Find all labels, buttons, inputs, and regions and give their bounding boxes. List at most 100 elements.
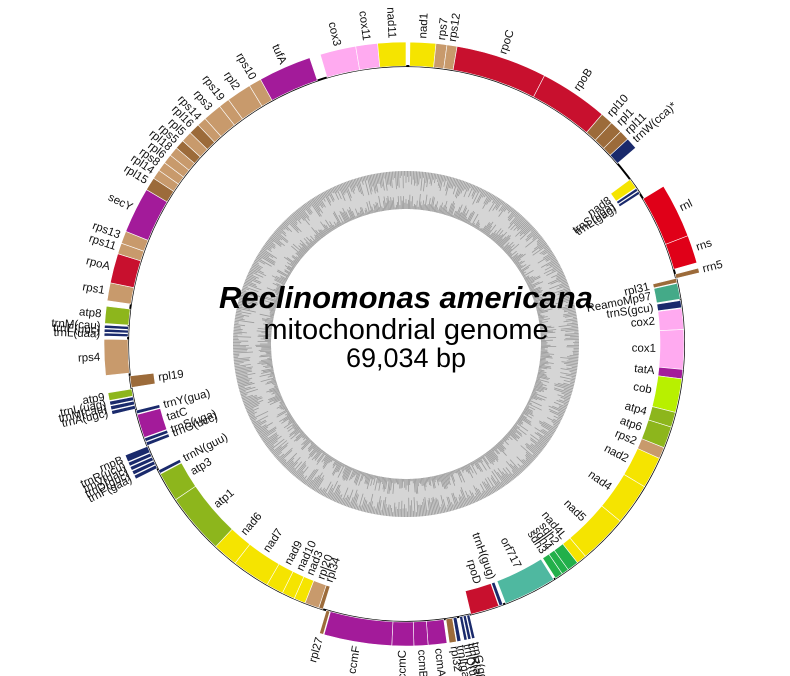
gene-label-nad7: nad7 [261,527,285,555]
gene-label-rps4: rps4 [78,352,101,365]
gene-block-sdh3 [542,553,563,579]
gene-block-rrn5 [674,267,700,279]
gene-block-cox11 [355,43,381,71]
gene-label-trnm-cau: trnM(cau) [51,318,101,333]
gene-block-trnv-uac [129,456,154,471]
gene-block-cox3 [319,45,360,78]
gene-label-nad5: nad5 [561,498,588,525]
gene-block-rpl27 [319,609,331,635]
gene-label-rps12: rps12 [447,12,463,42]
gene-label-rpl2: rpl2 [221,70,242,93]
gc-content-bars [232,170,580,518]
gene-block-atp9 [107,388,134,401]
gene-block-trnl-gag [617,190,641,208]
gene-label-nad4: nad4 [586,469,614,494]
gene-block-rpoc [452,46,545,98]
gene-label-nad6: nad6 [239,511,265,538]
gene-block-trnd-guc [131,460,156,476]
gene-label-trnl-uaa: trnL(uaa) [53,327,100,340]
gene-block-orf717 [496,558,555,604]
gene-block-trns-uga [144,429,169,442]
gene-label-rpl32: rpl32 [448,645,464,672]
gene-block-trnm-cau [110,400,136,411]
gene-label-rnl: rnl [678,198,695,214]
gene-label-cox11: cox11 [356,10,372,41]
gene-block-rns [665,235,698,270]
gene-block-nad11 [377,41,407,68]
gene-block-atp3 [159,462,196,501]
gene-block-nad8 [610,179,637,202]
gene-label-rpl31: rpl31 [623,281,651,299]
gene-block-ccmf [323,611,394,646]
gene-label-ccma: ccmA [432,648,447,676]
gene-block-ccma [426,619,448,646]
gene-label-secy: secY [106,192,135,214]
gene-label-cox1: cox1 [632,342,657,354]
gene-label-ccmf: ccmF [347,645,363,675]
gene-label-cox3: cox3 [326,21,343,47]
gene-label-ccmc: ccmC [397,650,409,676]
gene-label-rpob: rpoB [572,66,596,93]
gc-ring-band [233,171,579,517]
gene-block-trng-ucc [145,433,170,447]
gene-label-atp9: atp9 [82,392,106,408]
gene-label-cox2: cox2 [630,316,655,330]
gene-label-tufa: tufA [269,43,288,67]
gene-label-rpl19: rpl19 [157,369,184,384]
gene-blocks [103,41,700,647]
gene-label-rns: rns [695,237,714,253]
gene-label-rrn5: rrn5 [701,259,724,276]
gene-block-ccmb [412,620,429,647]
gene-label-trny-gua: trnY(gua) [162,388,212,411]
gene-label-nad2: nad2 [602,443,630,465]
gene-block-trns-uga [616,187,639,205]
gene-label-tata: tatA [633,363,655,377]
gene-block-atp8 [104,305,131,326]
gene-label-rps1: rps1 [82,281,106,297]
gene-label-atp1: atp1 [212,487,237,511]
gene-block-trny-gua [135,404,161,415]
gene-block-rps4 [103,338,130,376]
gene-block-rpl19 [129,372,156,388]
gene-label-orf717: orf717 [498,536,523,571]
gene-block-trnn-guu [157,458,182,474]
gene-label-rps7: rps7 [436,17,451,41]
gene-block-trnr-acg [462,615,472,640]
gene-block-trng-gcc [466,614,476,640]
gene-block-cox1 [658,329,685,370]
gene-label-rpl27: rpl27 [307,636,326,664]
gene-block-cox2 [657,308,684,332]
gene-label-nad11: nad11 [384,7,397,39]
genome-type: mitochondrial genome [263,314,548,346]
genome-title: Reclinomonas americana mitochondrial gen… [219,280,593,373]
gene-label-tatc: tatC [165,406,189,424]
gene-block-trnf-gaa [133,464,158,480]
gene-label-ccmb: ccmB [415,649,428,676]
gene-block-rnl [642,185,689,245]
gene-block-tatc [136,408,168,438]
gene-block-trna-ugc [111,404,137,415]
gene-label-rpoa: rpoA [85,255,112,273]
gene-block-trne-uuc [103,328,129,334]
gene-block-trnl-uag [109,396,135,406]
gene-block-rnpb [124,445,151,463]
gene-block-trni-gau [452,616,462,642]
gene-block-rpl31 [652,278,678,289]
gene-label-atp4: atp4 [623,400,648,418]
genome-size: 69,034 bp [346,343,466,373]
species-name: Reclinomonas americana [219,280,593,315]
gene-block-ccmc [391,621,415,647]
gene-block-reamomp97 [653,282,681,304]
gene-block-nad1 [409,41,437,68]
gene-block-trnm-cau [104,324,129,330]
gene-block-trnw-cca [609,138,637,164]
gene-block-trnr-ucu [127,452,153,467]
gene-block-rpod [464,583,500,615]
gene-block-trnl-uaa [103,332,129,338]
gene-block-tufa [260,57,318,101]
gene-label-cob: cob [632,381,652,396]
gene-block-trnq-uug [459,615,468,641]
gene-label-nad1: nad1 [417,13,430,39]
gc-content-ring [232,170,580,518]
